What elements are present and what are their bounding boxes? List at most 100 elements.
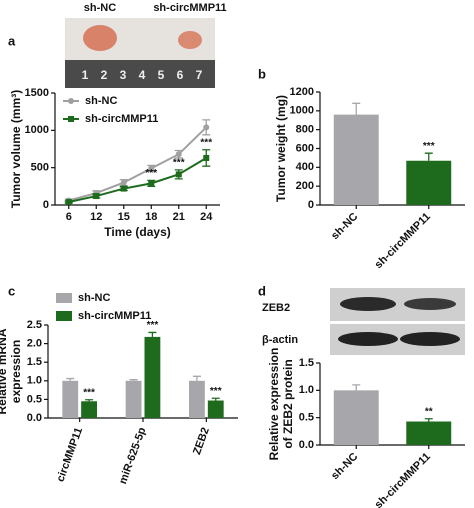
panel-letter: a [8, 33, 16, 48]
ruler-number: 5 [158, 68, 165, 82]
photo-label: sh-circMMP11 [153, 2, 226, 14]
legend-label: sh-NC [78, 292, 110, 304]
y-axis-label: Relative mRNA [0, 328, 9, 414]
x-axis-label: Time (days) [104, 225, 170, 239]
marker [175, 151, 182, 158]
y-tick-label: 800 [296, 124, 314, 136]
x-tick-label: sh-circMMP11 [373, 211, 433, 271]
blot-label: ZEB2 [262, 302, 290, 314]
marker [120, 179, 127, 186]
legend-swatch [56, 293, 72, 303]
error-bar [424, 418, 433, 422]
x-tick-label: 6 [66, 211, 72, 223]
x-tick-label: 24 [200, 211, 213, 223]
y-axis-label: expression [9, 340, 23, 403]
y-tick-label: 0.0 [27, 412, 42, 424]
error-bar [424, 152, 433, 161]
y-tick-label: 1.5 [27, 356, 42, 368]
bar [125, 380, 142, 418]
legend-marker [68, 116, 74, 122]
error-bar [192, 375, 201, 381]
x-tick-label: 21 [173, 211, 185, 223]
y-tick-label: 600 [296, 142, 314, 154]
y-tick-label: 0 [43, 199, 49, 211]
bar [333, 114, 379, 205]
panel-letter: b [258, 66, 266, 81]
x-tick-label: sh-NC [329, 211, 360, 242]
significance: *** [423, 141, 435, 152]
blot-band [340, 297, 396, 311]
error-bar [352, 384, 361, 391]
ruler-number: 6 [177, 68, 184, 82]
error-bar [85, 399, 94, 402]
y-tick-label: 1.5 [299, 357, 314, 369]
significance: *** [83, 387, 95, 398]
x-tick-label: miR-625-5p [117, 426, 149, 486]
y-tick-label: 1000 [25, 124, 49, 136]
x-tick-label: 18 [145, 211, 157, 223]
ruler-number: 2 [101, 68, 108, 82]
series-line [68, 126, 207, 202]
marker [65, 199, 72, 206]
y-tick-label: 500 [31, 162, 49, 174]
marker [203, 124, 210, 131]
y-tick-label: 0.0 [299, 439, 314, 451]
bar [207, 400, 224, 418]
ruler-number: 4 [139, 68, 146, 82]
legend-swatch [56, 311, 72, 321]
x-tick-label: 12 [90, 211, 102, 223]
error-bar [129, 379, 138, 381]
significance: *** [210, 386, 222, 397]
legend-label: sh-NC [85, 95, 117, 107]
y-tick-label: 0 [308, 199, 314, 211]
significance: *** [145, 168, 157, 179]
series-line [68, 157, 207, 203]
y-axis-label: Tumor weight (mg) [274, 95, 288, 202]
panel-letter: d [258, 283, 266, 298]
y-tick-label: 0.5 [299, 412, 314, 424]
x-tick-label: sh-circMMP11 [373, 451, 433, 508]
tumor [178, 31, 202, 49]
legend-label: sh-circMMP11 [85, 113, 158, 125]
blot-band [400, 332, 460, 346]
x-tick-label: ZEB2 [191, 426, 212, 457]
marker [175, 171, 182, 178]
bar [333, 390, 379, 445]
y-tick-label: 0.5 [27, 393, 42, 405]
y-tick-label: 1.0 [27, 375, 42, 387]
error-bar [211, 397, 220, 401]
ruler-number: 7 [196, 68, 203, 82]
y-axis-label: of ZEB2 protein [281, 359, 295, 448]
bar [62, 380, 79, 418]
marker [148, 165, 155, 172]
y-tick-label: 400 [296, 161, 314, 173]
photo-label: sh-NC [84, 2, 116, 14]
y-tick-label: 1.0 [299, 384, 314, 396]
marker [93, 193, 100, 200]
ruler-number: 1 [82, 68, 89, 82]
bar [81, 401, 97, 418]
legend-label: sh-circMMP11 [78, 310, 151, 322]
y-tick-label: 1500 [25, 87, 49, 99]
significance: ** [425, 406, 433, 417]
y-axis-label: Relative expression [267, 348, 281, 461]
bar [406, 421, 452, 445]
significance: *** [173, 158, 185, 169]
tumor [83, 25, 117, 51]
error-bar [352, 102, 361, 115]
bar [144, 336, 161, 418]
error-bar [148, 331, 157, 337]
y-tick-label: 200 [296, 180, 314, 192]
marker [203, 154, 210, 161]
blot-label: β-actin [262, 334, 298, 346]
axis [54, 93, 220, 206]
legend-marker [68, 98, 74, 104]
bar [406, 160, 452, 205]
marker [148, 180, 155, 187]
bar [189, 380, 205, 418]
significance: *** [200, 137, 212, 148]
ruler-number: 3 [120, 68, 127, 82]
y-tick-label: 1200 [290, 86, 314, 98]
